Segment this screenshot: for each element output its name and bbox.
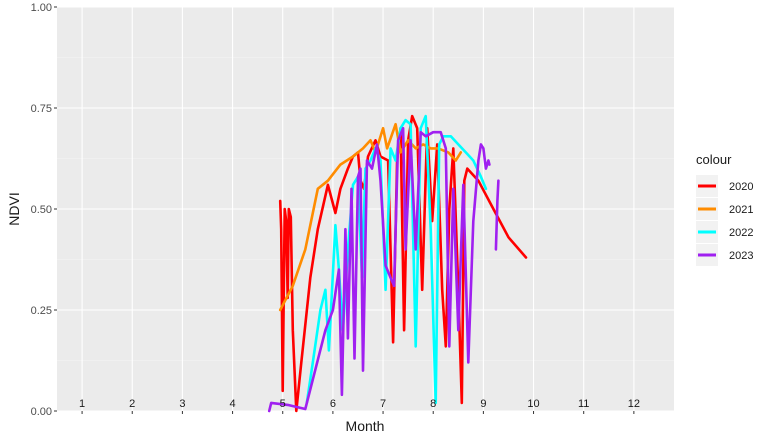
y-tick-label: 0.75 <box>31 103 52 115</box>
grid-major <box>57 6 674 412</box>
series-line-2023 <box>267 126 500 413</box>
x-tick-label: 1 <box>79 398 85 410</box>
x-tick-label: 12 <box>628 398 640 410</box>
y-axis-ticks: 0.00 0.25 0.50 0.75 1.00 <box>31 2 57 418</box>
x-tick-label: 5 <box>280 398 286 410</box>
x-tick-label: 6 <box>330 398 336 410</box>
y-axis-title: NDVI <box>6 192 22 225</box>
y-tick-label: 0.00 <box>31 406 52 418</box>
series-line-2022 <box>305 114 488 405</box>
legend-title: colour <box>696 152 732 167</box>
legend-label: 2023 <box>729 250 753 262</box>
x-tick-label: 9 <box>480 398 486 410</box>
x-tick-label: 8 <box>430 398 436 410</box>
legend: colour 2020 2021 2022 2023 <box>696 152 753 266</box>
legend-label: 2022 <box>729 227 753 239</box>
x-tick-label: 11 <box>578 398 589 410</box>
x-tick-label: 10 <box>527 398 539 410</box>
legend-label: 2020 <box>729 181 753 193</box>
x-tick-label: 4 <box>230 398 236 410</box>
series-line-2021 <box>278 122 463 312</box>
x-tick-label: 7 <box>380 398 386 410</box>
legend-label: 2021 <box>729 204 753 216</box>
series-line-2020 <box>278 114 528 413</box>
y-tick-label: 0.50 <box>31 204 52 216</box>
x-tick-label: 2 <box>129 398 135 410</box>
series-layer <box>267 114 528 413</box>
y-tick-label: 0.25 <box>31 305 52 317</box>
x-tick-label: 3 <box>179 398 185 410</box>
x-axis-title: Month <box>346 418 385 434</box>
x-axis-ticks: 1 2 3 4 5 6 7 8 9 10 11 12 <box>79 398 640 414</box>
y-tick-label: 1.00 <box>31 2 52 14</box>
